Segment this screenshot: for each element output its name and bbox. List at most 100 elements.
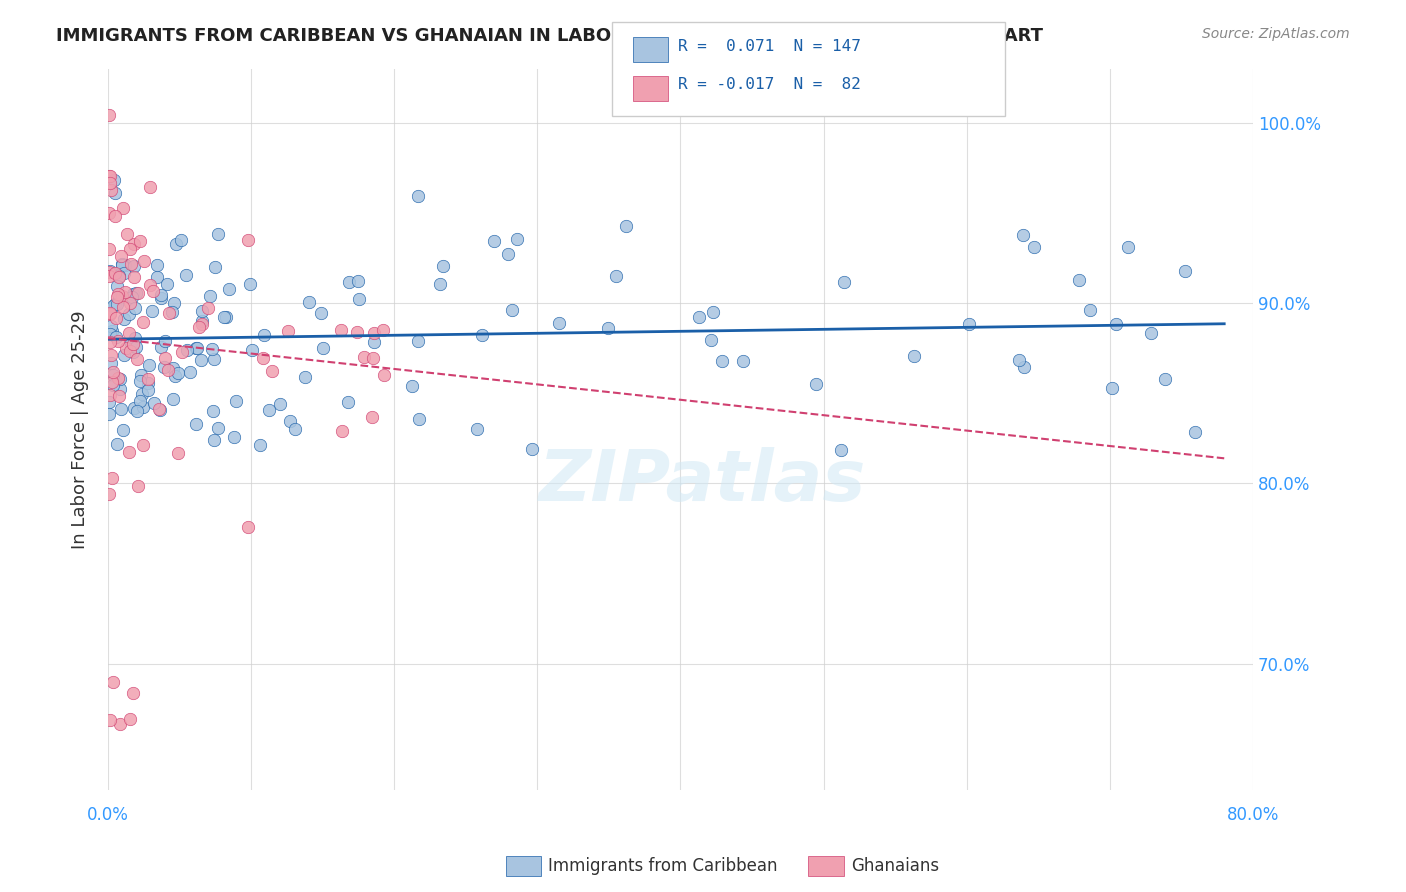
Point <box>121 290 143 304</box>
Point <box>401 379 423 393</box>
Point <box>465 422 488 436</box>
Point <box>294 370 316 384</box>
Point <box>163 369 186 384</box>
Point <box>1078 302 1101 317</box>
Point <box>98 326 121 341</box>
Point <box>257 402 280 417</box>
Point <box>125 404 148 418</box>
Point <box>122 260 145 274</box>
Point <box>114 285 136 299</box>
Point <box>710 354 733 368</box>
Point <box>121 344 143 359</box>
Point <box>150 340 173 354</box>
Point <box>330 424 353 438</box>
Point <box>104 186 127 200</box>
Text: Ghanaians: Ghanaians <box>851 857 939 875</box>
Point <box>249 437 271 451</box>
Point <box>373 368 395 382</box>
Point <box>165 236 187 251</box>
Point <box>142 396 165 410</box>
Point <box>112 266 135 280</box>
Point <box>162 392 184 406</box>
Point <box>134 254 156 268</box>
Point <box>166 445 188 459</box>
Point <box>111 257 134 271</box>
Point <box>347 275 370 289</box>
Point <box>136 384 159 398</box>
Point <box>104 266 127 280</box>
Point <box>107 334 129 348</box>
Point <box>98 714 121 728</box>
Point <box>202 351 225 366</box>
Point <box>207 227 229 242</box>
Point <box>148 401 170 416</box>
Point <box>138 277 160 292</box>
Point <box>118 326 141 340</box>
Point <box>120 336 142 351</box>
Point <box>121 336 143 351</box>
Point <box>100 183 122 197</box>
Point <box>700 333 723 347</box>
Point <box>1184 425 1206 439</box>
Point <box>522 442 544 457</box>
Point <box>1008 353 1031 368</box>
Point <box>169 233 191 247</box>
Point <box>138 180 160 194</box>
Y-axis label: In Labor Force | Age 25-29: In Labor Force | Age 25-29 <box>72 310 89 549</box>
Point <box>482 234 505 248</box>
Point <box>124 301 146 315</box>
Point <box>103 173 125 187</box>
Point <box>118 712 141 726</box>
Point <box>406 188 429 202</box>
Point <box>132 438 155 452</box>
Point <box>360 410 382 425</box>
Point <box>1012 228 1035 243</box>
Point <box>361 351 384 366</box>
Point <box>105 436 128 450</box>
Point <box>121 287 143 301</box>
Point <box>153 334 176 348</box>
Point <box>142 285 165 299</box>
Point <box>224 430 246 444</box>
Point <box>131 387 153 401</box>
Point <box>240 343 263 358</box>
Point <box>108 269 131 284</box>
Point <box>471 327 494 342</box>
Point <box>103 299 125 313</box>
Text: R = -0.017  N =  82: R = -0.017 N = 82 <box>678 78 860 92</box>
Point <box>373 323 395 337</box>
Point <box>107 286 129 301</box>
Point <box>1116 240 1139 254</box>
Point <box>125 285 148 300</box>
Point <box>702 305 724 319</box>
Point <box>132 314 155 328</box>
Point <box>104 297 127 311</box>
Point <box>184 342 207 356</box>
Point <box>118 296 141 310</box>
Point <box>277 324 299 338</box>
Point <box>190 304 212 318</box>
Point <box>834 276 856 290</box>
Point <box>111 423 134 437</box>
Point <box>252 351 274 365</box>
Point <box>122 685 145 699</box>
Point <box>129 234 152 248</box>
Point <box>98 206 121 220</box>
Point <box>501 302 523 317</box>
Point <box>190 317 212 331</box>
Point <box>128 394 150 409</box>
Point <box>337 275 360 289</box>
Point <box>138 376 160 391</box>
Point <box>98 264 121 278</box>
Point <box>98 176 121 190</box>
Point <box>98 388 121 402</box>
Point <box>166 366 188 380</box>
Point <box>108 372 131 386</box>
Point <box>204 260 226 274</box>
Point <box>122 236 145 251</box>
Point <box>125 351 148 366</box>
Point <box>353 350 375 364</box>
Point <box>408 412 430 426</box>
Point <box>1012 360 1035 375</box>
Point <box>108 270 131 285</box>
